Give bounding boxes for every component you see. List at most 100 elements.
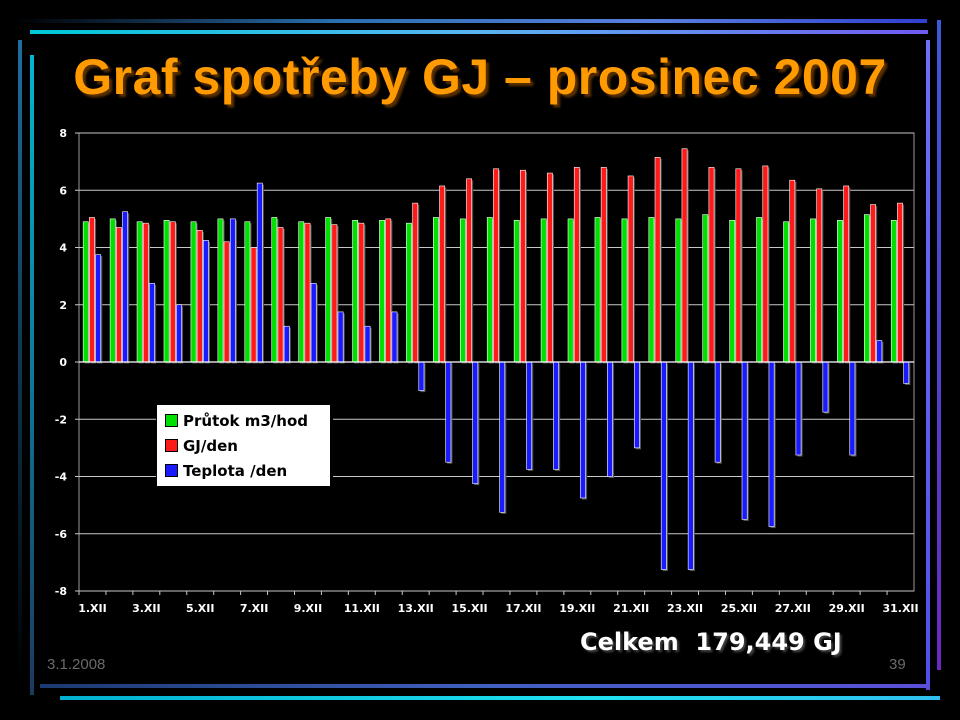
bar-temp [149,282,155,363]
bar-flow [540,218,547,363]
bar-flow [567,218,574,363]
bar-temp [283,325,290,363]
y-tick-label: -4 [55,471,68,484]
bar-flow [890,220,897,363]
decor-left-line-1 [18,40,22,680]
decor-left-line-2 [30,55,34,695]
bar-flow [675,218,682,363]
bar-gj [358,222,365,363]
bar-gj [331,224,338,363]
x-tick-label: 23.XII [667,602,703,615]
bar-flow [863,214,870,363]
bar-temp [418,361,425,391]
x-tick-label: 3.XII [132,602,161,615]
bar-flow [459,218,466,363]
x-tick-label: 27.XII [775,602,811,615]
bar-temp [229,218,236,363]
bar-flow [837,220,843,363]
bar-temp [822,361,829,413]
y-tick-label: 8 [59,127,67,140]
decor-right-line-1 [926,40,930,690]
bar-gj [169,221,176,363]
x-tick-label: 1.XII [78,602,107,615]
bar-gj [277,227,284,363]
bar-flow [136,221,143,363]
chart-legend: Průtok m3/hod GJ/den Teplota /den [156,404,331,487]
bar-temp [903,361,910,384]
decor-top-line-1 [15,19,927,23]
bar-temp [795,361,802,456]
decor-bottom-line-1 [40,684,930,688]
x-tick-label: 17.XII [505,602,541,615]
legend-swatch-gj [165,439,178,452]
decor-right-line-2 [937,20,941,670]
bar-gj [385,218,392,363]
bar-temp [714,361,721,463]
bar-gj [654,157,661,363]
bar-flow [783,221,789,363]
bar-temp [122,211,129,363]
y-tick-label: 0 [59,356,67,369]
bar-gj [439,185,446,363]
bar-gj [600,167,607,363]
bar-gj [493,168,499,363]
x-tick-label: 21.XII [613,602,649,615]
x-tick-label: 7.XII [240,602,269,615]
bar-gj [116,227,122,363]
bar-gj [843,185,850,363]
legend-item-flow: Průtok m3/hod [165,411,308,431]
page-number: 39 [889,656,906,673]
legend-label-flow: Průtok m3/hod [183,412,309,430]
legend-label-temp: Teplota /den [183,462,288,480]
bar-flow [217,218,224,363]
x-tick-label: 11.XII [344,602,380,615]
bar-flow [406,222,412,363]
bar-temp [176,304,182,363]
bar-temp [364,325,371,363]
legend-swatch-flow [165,414,178,427]
bar-flow [379,220,385,363]
bar-temp [526,361,533,470]
bar-gj [223,241,230,363]
bar-temp [849,361,856,456]
bar-flow [433,217,439,363]
total-consumption: Celkem 179,449 GJ [580,628,842,656]
y-tick-label: 2 [59,299,67,312]
bar-flow [163,220,170,363]
legend-item-gj: GJ/den [165,436,238,456]
bar-temp [687,361,694,570]
bar-temp [580,361,586,499]
bar-gj [870,204,876,363]
bar-temp [741,361,748,520]
bar-gj [681,148,688,363]
bar-flow [621,218,628,363]
bar-temp [499,361,506,513]
bar-temp [256,182,263,363]
bar-flow [109,218,116,363]
bar-flow [190,221,197,363]
bar-temp [391,311,398,363]
bar-gj [897,202,903,363]
bar-flow [244,221,251,363]
y-tick-label: -2 [55,413,67,426]
bar-gj [708,167,715,363]
y-tick-label: -8 [55,585,67,598]
bar-flow [298,221,305,363]
bar-gj [142,222,149,363]
bar-temp [660,361,667,570]
y-tick-label: -6 [55,528,68,541]
bar-gj [520,169,526,363]
bar-gj [250,247,257,363]
bar-gj [789,179,796,363]
bar-flow [729,220,736,363]
x-tick-label: 5.XII [186,602,215,615]
decor-bottom-line-2 [60,696,940,700]
decor-top-line-2 [30,30,928,34]
bar-temp [633,361,640,449]
bar-flow [756,217,763,363]
bar-temp [768,361,775,527]
bar-gj [735,168,742,363]
bar-gj [196,230,203,363]
bar-temp [203,240,209,363]
